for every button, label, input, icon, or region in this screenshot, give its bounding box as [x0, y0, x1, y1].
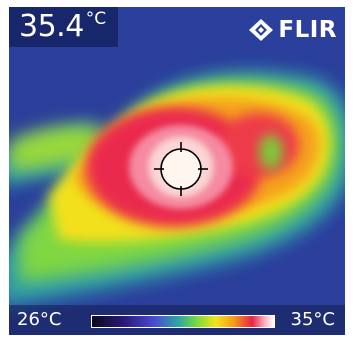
flir-logo: FLIR — [248, 15, 337, 45]
temperature-scale-bar: 26°C 35°C — [9, 305, 345, 335]
spot-temperature-unit: °C — [85, 9, 107, 29]
color-scale-gradient — [91, 315, 275, 328]
spot-temperature-readout: 35.4 °C — [9, 7, 119, 47]
flir-diamond-icon — [249, 19, 274, 41]
scale-max-label: 35°C — [290, 309, 335, 330]
thermal-image — [9, 7, 345, 335]
crosshair-icon — [154, 142, 208, 196]
spot-meter-area — [162, 150, 200, 188]
brand-name: FLIR — [278, 17, 337, 43]
scale-min-label: 26°C — [17, 309, 62, 330]
thermal-image-frame: 35.4 °C FLIR 26°C 35°C — [9, 7, 345, 335]
spot-temperature-value: 35.4 — [19, 9, 84, 44]
